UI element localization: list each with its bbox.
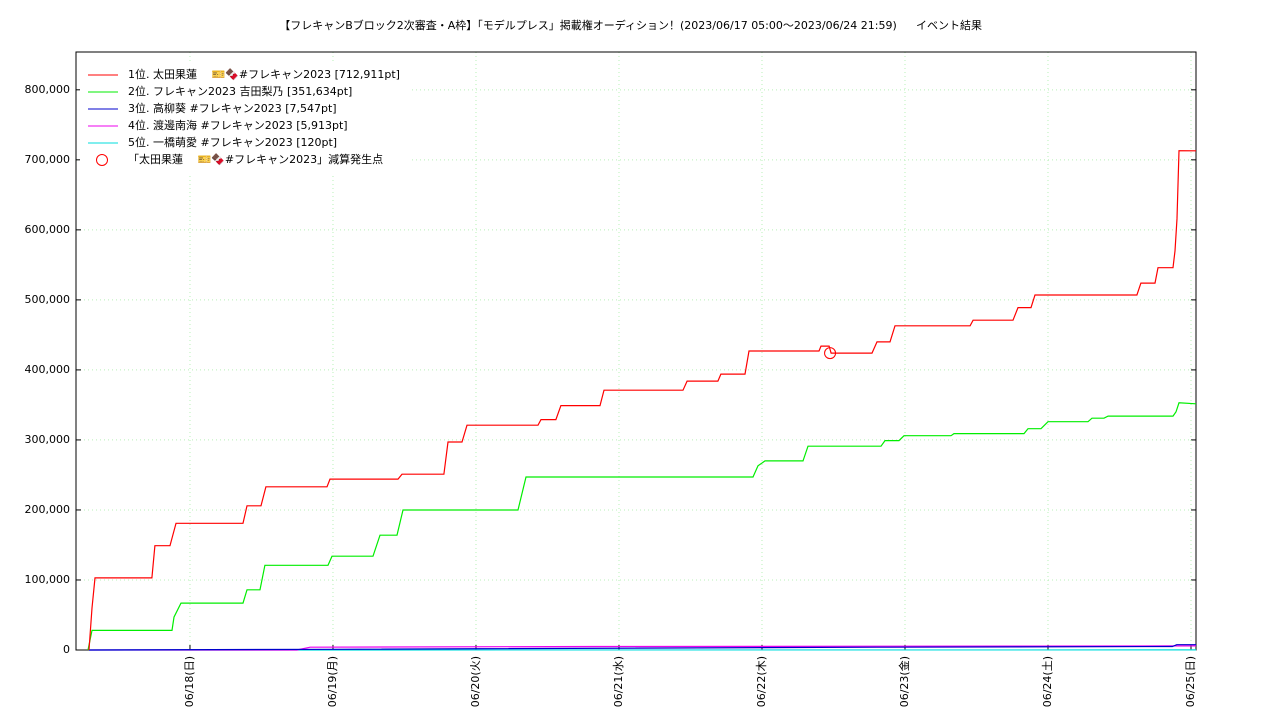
series-line (88, 644, 1196, 651)
series-line (88, 150, 1197, 651)
x-tick-label: 06/18(日) (183, 656, 196, 707)
y-tick-label: 400,000 (25, 363, 71, 376)
y-tick-label: 200,000 (25, 503, 71, 516)
x-tick-label: 06/23(金) (897, 656, 911, 707)
marker (824, 347, 837, 360)
x-tick-label: 06/22(木) (755, 656, 768, 707)
series-line (87, 402, 1197, 651)
x-tick-label: 06/25(日) (1184, 656, 1197, 707)
y-tick-label: 0 (63, 643, 70, 656)
legend-label: 3位. 高柳葵 #フレキャン2023 [7,547pt] (128, 101, 337, 115)
legend-label: 1位. 太田果蓮 🎫🍫#フレキャン2023 [712,911pt] (128, 67, 400, 81)
chart-title: 【フレキャンBブロック2次審査・A枠】「モデルプレス」掲載権オーディション！(2… (279, 18, 897, 32)
y-tick-label: 600,000 (25, 223, 71, 236)
legend-label: 5位. 一橋萌愛 #フレキャン2023 [120pt] (128, 135, 337, 149)
x-tick-label: 06/24(土) (1041, 656, 1054, 707)
y-tick-label: 800,000 (25, 83, 71, 96)
y-tick-label: 100,000 (25, 573, 71, 586)
y-tick-label: 300,000 (25, 433, 71, 446)
x-tick-label: 06/21(水) (612, 656, 625, 707)
x-tick-label: 06/20(火) (469, 656, 482, 707)
x-tick-label: 06/19(月) (326, 656, 339, 707)
y-tick-label: 700,000 (25, 153, 71, 166)
legend-label: 2位. フレキャン2023 吉田梨乃 [351,634pt] (128, 84, 352, 98)
legend-label: 4位. 渡邊南海 #フレキャン2023 [5,913pt] (128, 118, 348, 132)
chart-subtitle: イベント結果 (916, 18, 982, 32)
legend-marker (96, 154, 108, 166)
legend-box (80, 64, 410, 174)
y-tick-label: 500,000 (25, 293, 71, 306)
legend-label: 「太田果蓮 🎫🍫#フレキャン2023」減算発生点 (128, 152, 383, 166)
